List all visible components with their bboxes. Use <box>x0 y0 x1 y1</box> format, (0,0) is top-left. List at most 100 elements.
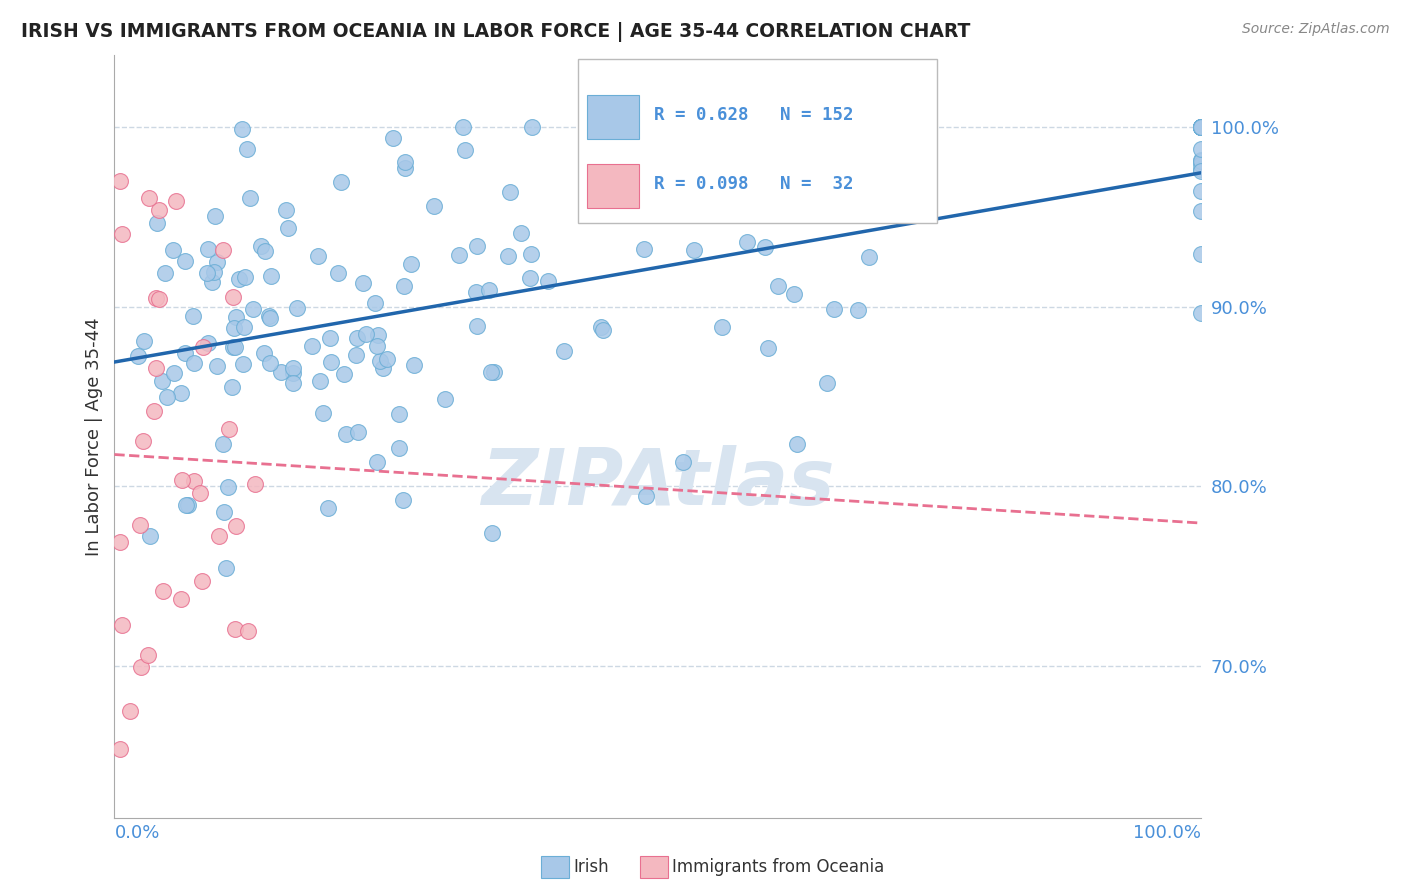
Point <box>174 346 197 360</box>
Point <box>496 249 519 263</box>
Point <box>672 455 695 469</box>
Point <box>225 310 247 325</box>
Point <box>212 505 235 519</box>
Point <box>222 289 245 303</box>
Point <box>1189 120 1212 134</box>
Point <box>633 242 655 256</box>
Point <box>510 226 533 240</box>
Point <box>1189 156 1212 170</box>
Point <box>591 320 613 334</box>
Point <box>330 175 353 189</box>
Point <box>110 227 132 242</box>
Point <box>858 251 880 265</box>
Point <box>754 239 776 253</box>
Point <box>221 340 243 354</box>
Text: Immigrants from Oceania: Immigrants from Oceania <box>672 858 884 876</box>
Point <box>634 489 657 503</box>
Point <box>183 474 205 488</box>
Point <box>312 406 335 420</box>
Point <box>465 319 488 334</box>
Point <box>422 199 444 213</box>
Point <box>195 266 218 280</box>
Point <box>1189 153 1212 167</box>
Point <box>238 624 260 638</box>
Point <box>146 216 169 230</box>
Point <box>388 442 411 456</box>
Point <box>205 359 228 373</box>
Point <box>1189 142 1212 156</box>
Point <box>682 243 704 257</box>
Point <box>366 455 388 469</box>
Point <box>260 268 283 283</box>
Point <box>250 238 273 252</box>
Point <box>242 301 264 316</box>
Point <box>270 365 292 379</box>
Point <box>170 591 193 606</box>
Point <box>224 320 246 334</box>
Point <box>204 210 226 224</box>
Point <box>148 203 170 218</box>
Text: 0.0%: 0.0% <box>114 824 160 842</box>
Point <box>277 220 299 235</box>
Point <box>129 659 152 673</box>
Point <box>394 155 416 169</box>
FancyBboxPatch shape <box>586 163 640 208</box>
Point <box>318 331 340 345</box>
Text: 100.0%: 100.0% <box>1133 824 1201 842</box>
Point <box>221 380 243 394</box>
Point <box>301 339 323 353</box>
Point <box>138 191 160 205</box>
Point <box>537 274 560 288</box>
Point <box>371 360 394 375</box>
Point <box>382 131 405 145</box>
Point <box>367 327 389 342</box>
Point <box>354 327 377 342</box>
Point <box>1189 161 1212 176</box>
Point <box>711 319 734 334</box>
Point <box>333 367 356 381</box>
Point <box>108 535 131 549</box>
Point <box>257 309 280 323</box>
Point <box>394 278 416 293</box>
Point <box>478 284 501 298</box>
Point <box>592 120 614 134</box>
Point <box>243 476 266 491</box>
Point <box>1189 120 1212 134</box>
Point <box>1189 163 1212 178</box>
Point <box>643 153 665 167</box>
Point <box>782 286 804 301</box>
Point <box>1189 247 1212 261</box>
Point <box>148 292 170 306</box>
Point <box>225 518 247 533</box>
Point <box>205 254 228 268</box>
Point <box>364 296 387 310</box>
Point <box>145 360 167 375</box>
Point <box>153 266 176 280</box>
Point <box>150 374 173 388</box>
Point <box>1189 120 1212 134</box>
Point <box>756 341 779 355</box>
Point <box>1189 120 1212 134</box>
Point <box>201 275 224 289</box>
Point <box>1189 120 1212 134</box>
Text: R = 0.098   N =  32: R = 0.098 N = 32 <box>654 175 853 194</box>
Point <box>165 194 187 209</box>
Point <box>108 742 131 756</box>
Point <box>1189 120 1212 134</box>
Point <box>108 174 131 188</box>
Point <box>232 320 254 334</box>
Point <box>156 390 179 404</box>
Point <box>218 422 240 436</box>
Point <box>217 480 239 494</box>
FancyBboxPatch shape <box>586 95 640 139</box>
Point <box>228 272 250 286</box>
Point <box>335 427 357 442</box>
Point <box>1189 306 1212 320</box>
Point <box>464 285 486 300</box>
Point <box>202 265 225 279</box>
Point <box>191 340 214 354</box>
Point <box>1189 184 1212 198</box>
Point <box>592 323 614 337</box>
Point <box>120 704 142 718</box>
Point <box>143 403 166 417</box>
